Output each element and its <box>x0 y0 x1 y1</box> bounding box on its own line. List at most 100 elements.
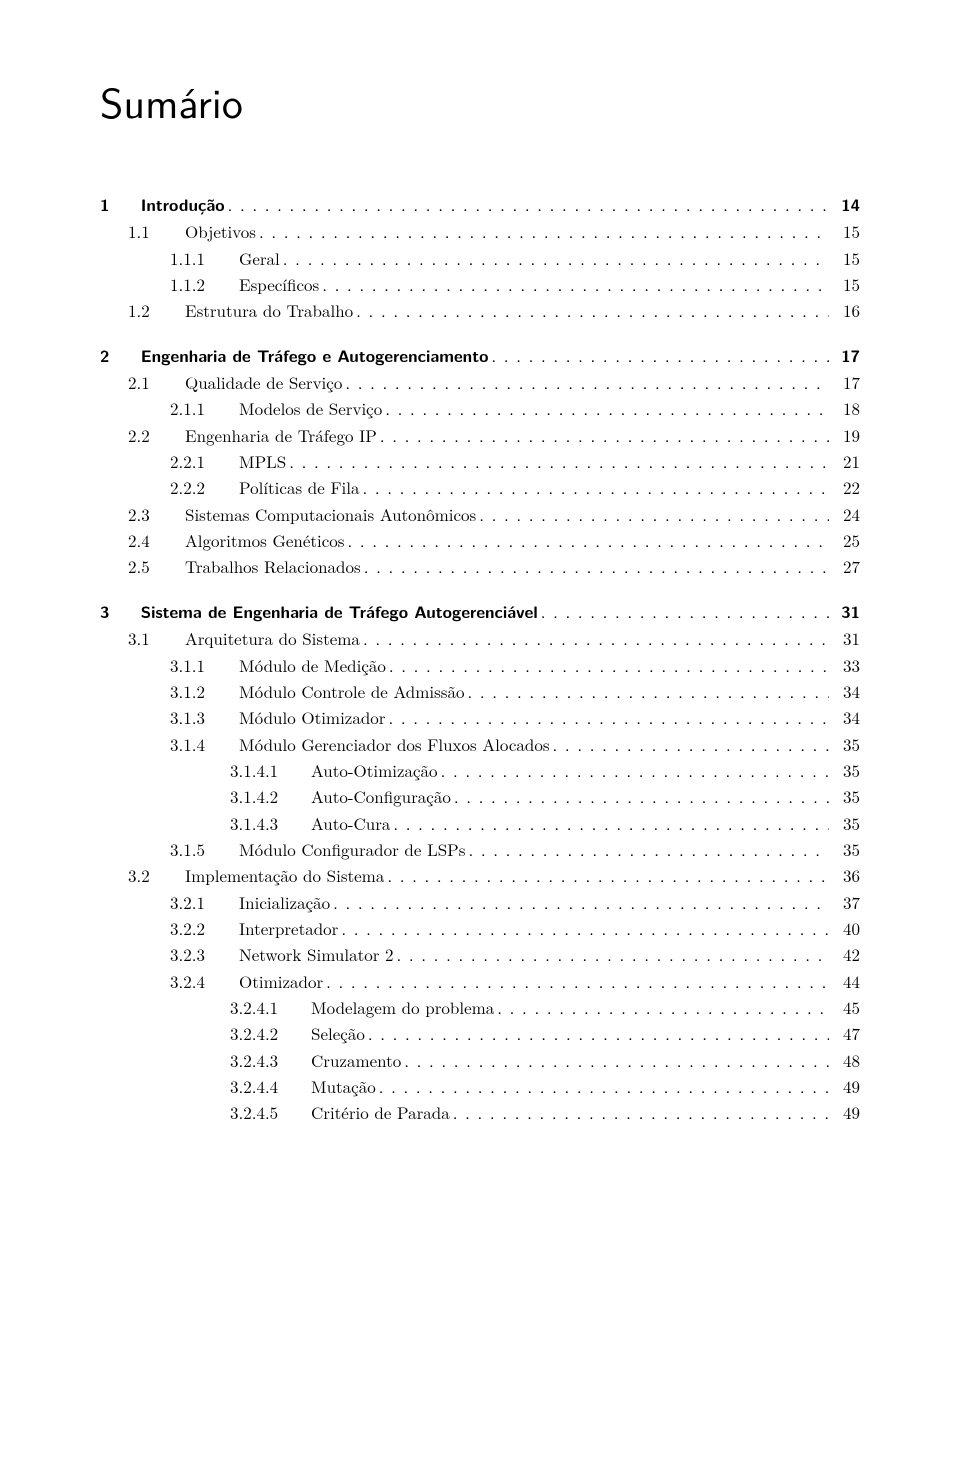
toc-leader-dots <box>363 474 829 500</box>
toc-leader-dots <box>364 553 829 579</box>
toc-entry-page: 49 <box>832 1099 860 1125</box>
toc-leader-dots <box>441 757 829 783</box>
toc-entry: 3.1.2 Módulo Controle de Admissão 34 <box>100 678 860 704</box>
toc-leader-dots <box>389 652 829 678</box>
toc-leader-dots <box>541 598 829 625</box>
table-of-contents: 1 Introdução141.1 Objetivos151.1.1 Geral… <box>100 191 860 1126</box>
toc-entry-title: Critério de Parada <box>311 1099 450 1125</box>
toc-leader-dots <box>380 422 829 448</box>
toc-entry-number: 2.2.2 <box>170 474 222 500</box>
toc-entry: 3.2.4 Otimizador44 <box>100 968 860 994</box>
toc-entry-title: Introdução <box>141 192 225 218</box>
toc-entry-title: Trabalhos Relacionados <box>185 553 361 579</box>
toc-entry-title: Auto-Otimização <box>311 757 438 783</box>
toc-entry-number: 3.1.2 <box>170 678 222 704</box>
toc-entry: 1 Introdução14 <box>100 191 860 218</box>
toc-entry-page: 35 <box>832 783 860 809</box>
toc-entry-page: 18 <box>832 395 860 421</box>
toc-leader-dots <box>228 191 829 218</box>
toc-entry-number: 2.1.1 <box>170 395 222 421</box>
toc-entry: 3.2.4.5 Critério de Parada 49 <box>100 1099 860 1125</box>
toc-entry-title: Sistemas Computacionais Autonômicos <box>185 501 476 527</box>
toc-leader-dots <box>404 1047 829 1073</box>
toc-entry-page: 17 <box>832 343 860 369</box>
toc-entry: 3.2.4.3 Cruzamento48 <box>100 1047 860 1073</box>
toc-entry-page: 15 <box>832 271 860 297</box>
toc-leader-dots <box>491 342 829 369</box>
toc-entry: 3.2.3 Network Simulator 242 <box>100 941 860 967</box>
toc-entry-number: 3.1.5 <box>170 836 222 862</box>
toc-entry: 3.2.4.1 Modelagem do problema45 <box>100 994 860 1020</box>
toc-entry-title: Políticas de Fila <box>239 474 360 500</box>
toc-entry-page: 21 <box>832 448 860 474</box>
toc-entry-page: 22 <box>832 474 860 500</box>
toc-entry: 2.2.2 Políticas de Fila 22 <box>100 474 860 500</box>
toc-entry-title: Auto-Configuração <box>311 783 451 809</box>
toc-entry-title: Otimizador <box>239 968 323 994</box>
toc-entry-page: 36 <box>832 862 860 888</box>
toc-entry-number: 2.5 <box>128 553 168 579</box>
toc-entry-title: Algoritmos Genéticos <box>185 527 344 553</box>
toc-entry: 1.2 Estrutura do Trabalho16 <box>100 297 860 323</box>
toc-entry: 3.1.4.1 Auto-Otimização 35 <box>100 757 860 783</box>
toc-entry: 3.2.4.4 Mutação49 <box>100 1073 860 1099</box>
toc-entry-page: 40 <box>832 915 860 941</box>
toc-entry-title: Mutação <box>311 1073 376 1099</box>
toc-entry-number: 3.2 <box>128 862 168 888</box>
toc-entry: 3.1.5 Módulo Configurador de LSPs35 <box>100 836 860 862</box>
toc-entry: 1.1.1 Geral15 <box>100 245 860 271</box>
toc-entry-title: Módulo Controle de Admissão <box>239 678 465 704</box>
toc-leader-dots <box>259 218 829 244</box>
toc-entry-page: 42 <box>832 941 860 967</box>
toc-entry-number: 2.2 <box>128 422 168 448</box>
toc-entry-number: 3.1.4.1 <box>230 757 294 783</box>
toc-entry: 2.1.1 Modelos de Serviço18 <box>100 395 860 421</box>
toc-entry-title: Módulo Gerenciador dos Fluxos Alocados <box>239 731 550 757</box>
toc-entry-page: 24 <box>832 501 860 527</box>
toc-entry-number: 2.2.1 <box>170 448 222 474</box>
toc-entry-title: Auto-Cura <box>311 810 390 836</box>
toc-leader-dots <box>479 501 829 527</box>
toc-entry-page: 35 <box>832 757 860 783</box>
toc-entry-number: 3.2.4.5 <box>230 1099 294 1125</box>
toc-entry: 3.2.1 Inicialização37 <box>100 889 860 915</box>
toc-entry-number: 3.1.4.2 <box>230 783 294 809</box>
toc-entry: 2.5 Trabalhos Relacionados27 <box>100 553 860 579</box>
toc-leader-dots <box>453 1099 829 1125</box>
toc-entry-title: Geral <box>239 245 280 271</box>
toc-entry-number: 2.3 <box>128 501 168 527</box>
toc-entry-title: Seleção <box>311 1020 365 1046</box>
toc-leader-dots <box>388 704 829 730</box>
toc-leader-dots <box>497 994 829 1020</box>
toc-entry-page: 14 <box>832 192 860 218</box>
toc-entry-page: 48 <box>832 1047 860 1073</box>
toc-title: Sumário <box>100 70 860 131</box>
toc-entry-title: Arquitetura do Sistema <box>185 625 360 651</box>
toc-entry-number: 3.2.3 <box>170 941 222 967</box>
toc-entry-page: 35 <box>832 731 860 757</box>
toc-leader-dots <box>468 836 829 862</box>
toc-entry-title: Inicialização <box>239 889 330 915</box>
toc-entry-number: 2.1 <box>128 369 168 395</box>
toc-entry-page: 45 <box>832 994 860 1020</box>
toc-entry-page: 34 <box>832 678 860 704</box>
toc-entry-title: Módulo de Medição <box>239 652 386 678</box>
toc-leader-dots <box>387 862 829 888</box>
toc-leader-dots <box>385 395 829 421</box>
toc-entry-title: Cruzamento <box>311 1047 401 1073</box>
toc-entry-title: Objetivos <box>185 218 256 244</box>
toc-entry-title: Módulo Otimizador <box>239 704 385 730</box>
toc-leader-dots <box>356 297 829 323</box>
toc-leader-dots <box>347 527 829 553</box>
toc-entry-title: Implementação do Sistema <box>185 862 384 888</box>
toc-entry: 3.1.4.3 Auto-Cura35 <box>100 810 860 836</box>
toc-entry-number: 1.2 <box>128 297 168 323</box>
toc-entry: 3.2.2 Interpretador40 <box>100 915 860 941</box>
toc-entry: 2.2 Engenharia de Tráfego IP19 <box>100 422 860 448</box>
toc-entry-title: Interpretador <box>239 915 338 941</box>
toc-leader-dots <box>454 783 829 809</box>
toc-entry-page: 34 <box>832 704 860 730</box>
toc-entry-number: 3.1.4 <box>170 731 222 757</box>
toc-entry-number: 3.1 <box>128 625 168 651</box>
toc-entry-number: 3 <box>100 599 122 625</box>
